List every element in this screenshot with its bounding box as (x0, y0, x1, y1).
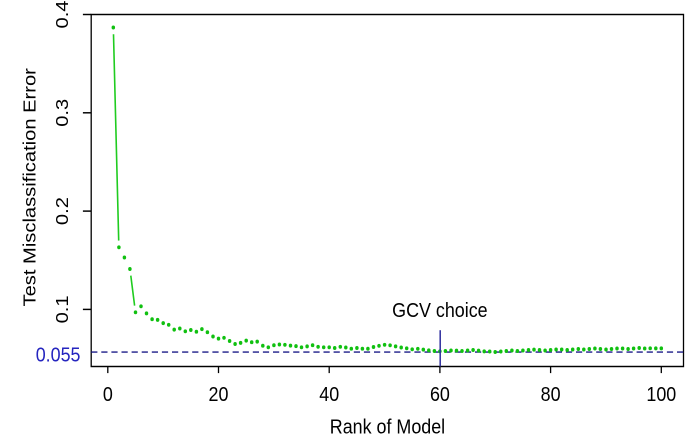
svg-text:60: 60 (430, 384, 450, 406)
svg-text:0.1: 0.1 (53, 295, 73, 323)
svg-text:40: 40 (319, 384, 339, 406)
svg-text:20: 20 (209, 384, 229, 406)
svg-text:Rank of Model: Rank of Model (330, 417, 445, 439)
svg-text:0.4: 0.4 (53, 0, 73, 28)
svg-text:Test Misclassification Error: Test Misclassification Error (20, 67, 40, 306)
svg-text:100: 100 (646, 384, 676, 406)
svg-text:0: 0 (103, 384, 113, 406)
svg-text:GCV choice: GCV choice (392, 300, 487, 322)
svg-text:0.2: 0.2 (53, 197, 73, 225)
svg-text:0.3: 0.3 (53, 99, 73, 127)
svg-text:0.055: 0.055 (36, 344, 81, 366)
svg-text:80: 80 (541, 384, 561, 406)
